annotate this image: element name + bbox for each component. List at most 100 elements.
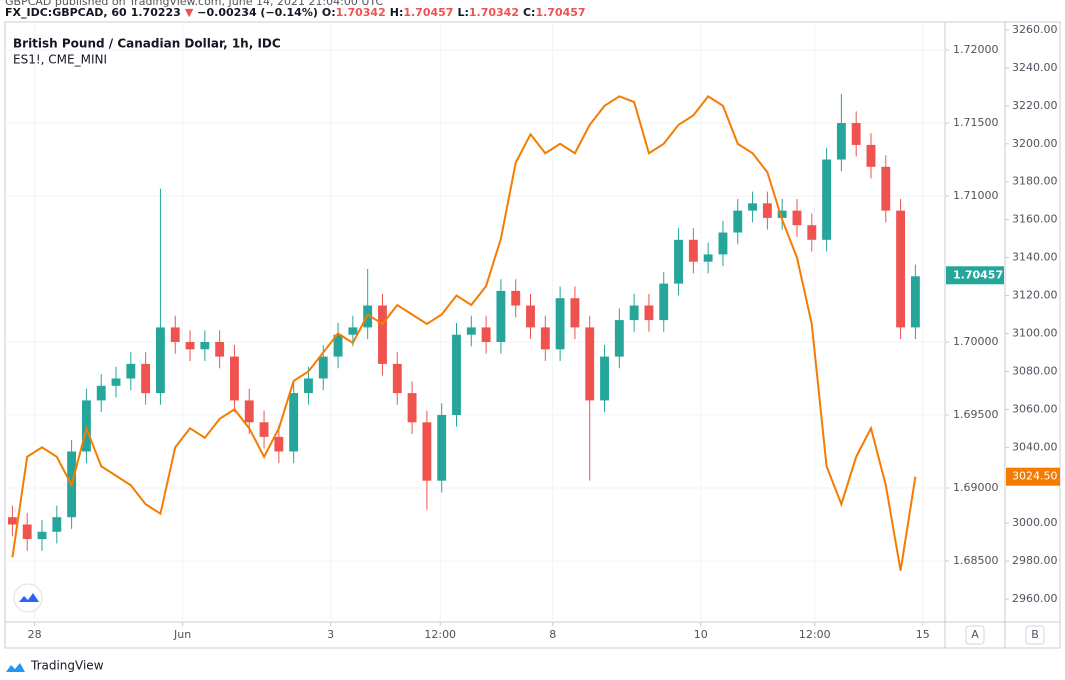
y-tick-label: 1.72000 [953,43,999,56]
candle-body [22,524,32,540]
header-change: −0.00234 (−0.14%) [197,6,318,19]
y2-tick-label: 3040.00 [1012,440,1058,453]
candle-body [185,342,195,350]
candle-body [851,123,861,145]
logo-icon [19,593,39,602]
header-arrow: ▼ [185,6,194,19]
y2-tick-label: 3160.00 [1012,213,1058,226]
candle-body [259,422,269,437]
candle-body [570,298,580,328]
candle-body [170,327,180,342]
grid [5,22,945,622]
candle-body [37,531,47,540]
y2-tick-label: 3140.00 [1012,251,1058,264]
y-tick-label: 1.71000 [953,189,999,202]
candle-body [289,393,299,452]
price-marker-label: 1.70457 [953,268,1003,281]
candle-body [600,356,609,401]
overlay-line [11,95,917,571]
symbol-info: FX_IDC:GBPCAD, 60 1.70223 ▼ −0.00234 (−0.14… [5,6,586,19]
candle-body [318,356,328,379]
candle-body [718,232,728,255]
candle-body [244,400,254,423]
candle-body [126,363,136,379]
candle-body [526,305,535,328]
price-marker [946,266,1004,285]
symbol-header: FX_IDC:GBPCAD, 60 1.70223 ▼ −0.00234 (−0.14… [5,6,586,19]
y2-tick-label: 3060.00 [1012,402,1058,415]
candle-body [333,334,343,357]
logo-button[interactable] [13,583,43,613]
candle-body [777,210,787,218]
header-c: 1.70457 [535,6,585,19]
y2-tick-label: 3000.00 [1012,516,1058,529]
candle-body [437,414,447,481]
y-tick-label: 1.69000 [953,481,999,494]
candle-body [629,305,639,321]
y2-tick-label: 2960.00 [1012,592,1058,605]
candle-body [422,422,432,481]
scale-button[interactable] [1025,625,1045,645]
candle-body [407,393,417,423]
candle-body [614,320,624,357]
candle-body [555,298,565,350]
candle-body [896,210,906,328]
y2-tick-label: 3220.00 [1012,99,1058,112]
x-tick-label: Jun [173,628,191,641]
candle-body [348,327,358,335]
candle-body [703,254,713,262]
y-tick-label: 1.70000 [953,335,999,348]
footer-brand: TradingView [30,659,104,673]
candle-body [466,327,476,335]
candle-body [511,290,521,306]
candle-body [674,239,683,284]
candle-body [378,305,387,364]
x-tick-label: 12:00 [799,628,831,641]
candle-body [230,356,239,401]
candle-body [881,166,891,211]
scale-button[interactable] [965,625,985,645]
y2-tick-label: 3080.00 [1012,364,1058,377]
y-tick-label: 1.69500 [953,408,999,421]
y-tick-label: 1.68500 [953,554,999,567]
axes: 1.72000 1.71500 1.71000 1.70000 1.69500 1.690… [28,23,1060,645]
candle-body [304,378,313,394]
y2-tick-label: 3180.00 [1012,175,1058,188]
candle-body [111,378,121,386]
header-l: 1.70342 [469,6,519,19]
candle-body [659,283,669,321]
x-tick-label: 15 [916,628,930,641]
candle-body [7,517,17,525]
candle-body [585,327,595,401]
published-note: GBPCAD published on TradingView.com, Jun… [5,0,383,8]
candle-body [155,327,165,394]
y2-tick-label: 2980.00 [1012,554,1058,567]
candle-body [200,342,210,350]
candle-body [496,290,506,342]
x-tick-label: 3 [327,628,334,641]
header-h-label: H: [390,6,404,19]
price-marker-label: 3024.50 [1012,470,1058,483]
frame [4,21,1061,649]
candle-body [688,239,698,262]
candle-body [274,436,284,452]
footer-logo [6,663,25,672]
x-tick-label: 10 [694,628,708,641]
header-o: 1.70342 [336,6,386,19]
header-symbol: FX_IDC:GBPCAD, 60 [5,6,127,19]
header-last: 1.70223 [131,6,181,19]
header-c-label: C: [523,6,535,19]
candle-body [733,210,743,233]
chart-title: British Pound / Canadian Dollar, 1h, IDC [13,37,281,51]
candle-body [452,334,461,415]
candle-body [96,385,106,401]
y2-tick-label: 3260.00 [1012,23,1058,36]
y2-tick-label: 3240.00 [1012,61,1058,74]
price-marker [1006,467,1060,486]
candle-body [481,327,491,342]
candle-body [52,517,62,532]
plot [7,93,920,571]
candle-body [807,225,817,240]
